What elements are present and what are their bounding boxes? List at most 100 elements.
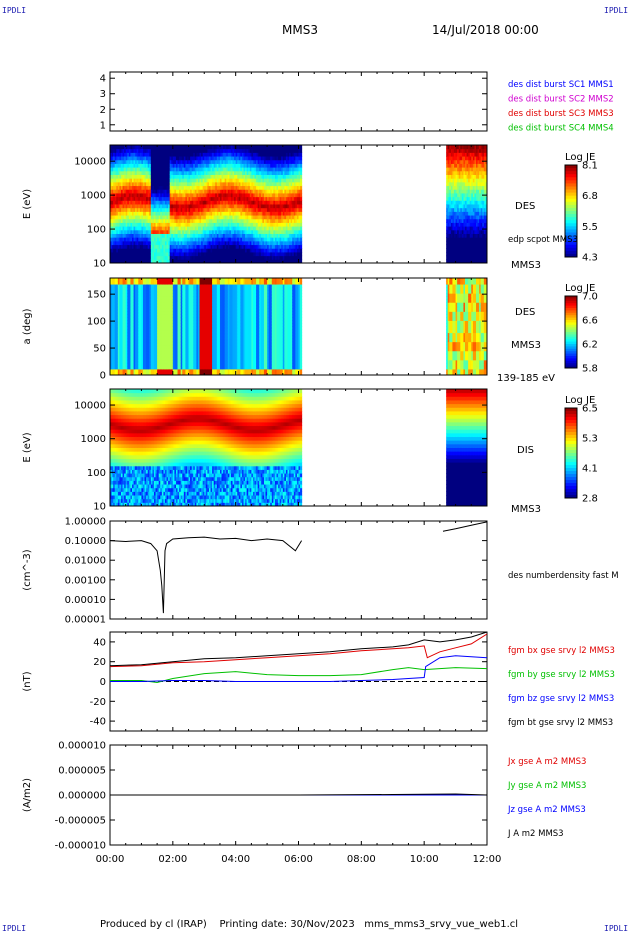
heatmap-cell (110, 290, 113, 294)
heatmap-cell (199, 178, 202, 183)
heatmap-cell (290, 222, 293, 227)
heatmap-cell (226, 229, 229, 234)
heatmap-cell (128, 215, 131, 220)
heatmap-cell (461, 255, 464, 260)
heatmap-cell (141, 200, 144, 205)
heatmap-cell (223, 237, 226, 242)
heatmap-cell (150, 156, 153, 161)
heatmap-cell (276, 196, 279, 201)
heatmap-cell (110, 362, 113, 367)
heatmap-cell (113, 326, 116, 331)
heatmap-cell (287, 148, 290, 153)
heatmap-cell (208, 222, 212, 227)
heatmap-cell (463, 222, 466, 227)
y-tick-label: 3 (100, 89, 106, 100)
heatmap-cell (285, 226, 289, 231)
heatmap-cell (196, 159, 199, 164)
heatmap-cell (182, 255, 185, 260)
heatmap-cell (300, 189, 303, 194)
heatmap-cell (213, 145, 216, 150)
heatmap-cell (119, 255, 122, 260)
heatmap-cell (160, 192, 163, 198)
heatmap-cell (455, 255, 458, 260)
heatmap-cell (125, 229, 128, 234)
heatmap-cell (296, 148, 299, 153)
heatmap-cell (157, 244, 160, 249)
heatmap-cell (246, 255, 249, 260)
heatmap-cell (469, 156, 472, 161)
heatmap-cell (300, 226, 303, 231)
heatmap-cell (125, 181, 128, 187)
heatmap-cell (482, 240, 485, 246)
heatmap-cell (182, 229, 185, 234)
heatmap-cell (281, 204, 284, 209)
heatmap-cell (234, 159, 237, 164)
heatmap-cell (257, 200, 260, 205)
heatmap-cell (155, 200, 158, 205)
heatmap-cell (246, 145, 249, 150)
heatmap-cell (161, 255, 164, 260)
heatmap-cell (461, 237, 464, 242)
heatmap-cell (296, 229, 299, 234)
heatmap-cell (289, 211, 292, 216)
heatmap-cell (260, 218, 263, 223)
heatmap-cell (249, 189, 252, 194)
heatmap-cell (135, 207, 138, 212)
heatmap-cell (282, 152, 285, 157)
heatmap-cell (168, 215, 171, 220)
heatmap-cell (205, 251, 208, 257)
heatmap-cell (241, 181, 245, 187)
heatmap-cell (234, 226, 237, 231)
heatmap-cell (472, 178, 475, 183)
heatmap-cell (130, 189, 133, 194)
heatmap-cell (120, 222, 124, 227)
heatmap-cell (469, 211, 472, 216)
heatmap-cell (452, 207, 455, 212)
heatmap-cell (267, 211, 270, 216)
heatmap-cell (476, 192, 479, 198)
heatmap-cell (163, 181, 166, 187)
heatmap-cell (221, 207, 224, 212)
heatmap-cell (265, 196, 268, 201)
heatmap-cell (449, 207, 452, 212)
heatmap-cell (191, 148, 194, 153)
heatmap-cell (174, 189, 177, 194)
heatmap-cell (142, 152, 146, 157)
heatmap-cell (466, 145, 469, 150)
heatmap-cell (452, 192, 455, 198)
heatmap-cell (295, 229, 298, 234)
heatmap-cell (471, 259, 474, 264)
heatmap-cell (472, 240, 475, 246)
heatmap-cell (199, 218, 202, 223)
heatmap-cell (208, 200, 212, 205)
heatmap-cell (163, 145, 166, 150)
heatmap-cell (120, 255, 124, 260)
heatmap-cell (482, 148, 485, 153)
heatmap-cell (227, 159, 230, 164)
heatmap-cell (207, 181, 210, 187)
heatmap-cell (263, 215, 267, 220)
heatmap-cell (215, 248, 218, 253)
heatmap-cell (289, 207, 292, 212)
heatmap-cell (119, 237, 122, 242)
heatmap-cell (260, 170, 263, 175)
heatmap-cell (251, 163, 254, 168)
heatmap-cell (237, 156, 240, 161)
heatmap-cell (188, 226, 191, 231)
heatmap-cell (169, 211, 172, 216)
heatmap-cell (197, 218, 201, 223)
heatmap-cell (256, 211, 259, 216)
heatmap-cell (477, 159, 480, 164)
heatmap-cell (144, 248, 147, 253)
heatmap-cell (213, 200, 216, 205)
heatmap-cell (245, 229, 248, 234)
heatmap-cell (157, 211, 160, 216)
heatmap-cell (110, 174, 113, 179)
heatmap-cell (248, 174, 251, 179)
heatmap-cell (111, 215, 114, 220)
heatmap-cell (175, 189, 179, 194)
corner-mark-bottom-left: IPDLI (2, 924, 27, 933)
heatmap-cell (128, 163, 131, 168)
heatmap-cell (158, 178, 161, 183)
heatmap-cell (166, 192, 169, 198)
